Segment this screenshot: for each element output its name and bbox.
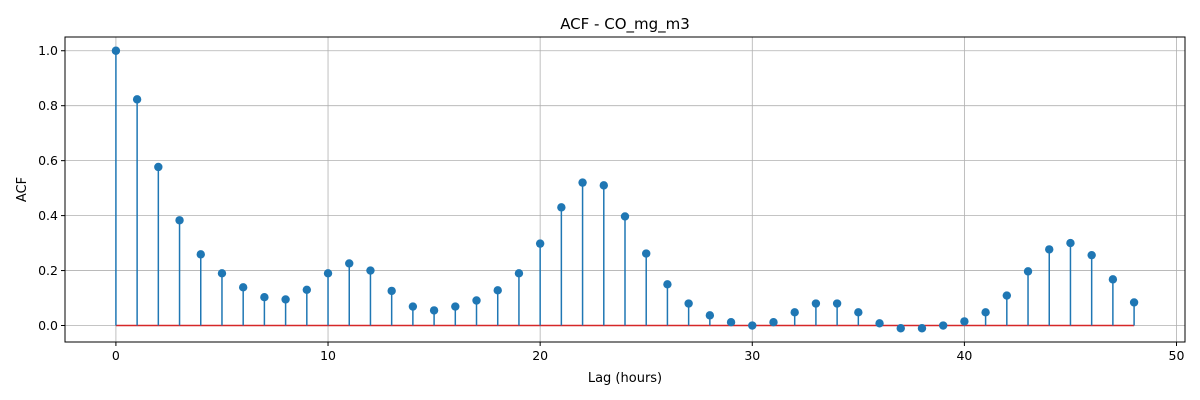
stem-marker (832, 299, 842, 308)
stem-marker (238, 283, 248, 292)
y-axis-label: ACF (15, 177, 30, 202)
stem-marker (281, 295, 290, 304)
stem-marker (366, 266, 375, 275)
stem-marker (111, 46, 121, 55)
stem-marker (451, 302, 460, 311)
stem-marker (684, 299, 693, 308)
stem-marker (1129, 298, 1139, 307)
stem-marker (472, 296, 481, 305)
stem-marker (748, 321, 757, 330)
x-tick-label: 50 (1169, 348, 1185, 363)
y-tick-label: 0.2 (38, 263, 58, 278)
stem-marker (323, 269, 333, 278)
stem-marker (981, 308, 990, 317)
stem-marker (599, 181, 608, 190)
x-tick-label: 20 (532, 348, 548, 363)
stem-marker (175, 216, 184, 225)
stem-marker (1087, 250, 1096, 260)
x-tick-label: 10 (320, 348, 336, 363)
stem-marker (917, 324, 927, 333)
stem-marker (1045, 245, 1054, 254)
stem-marker (578, 178, 587, 187)
stem-marker (429, 306, 439, 315)
stem-marker (1066, 238, 1075, 248)
stem-marker (1108, 275, 1118, 284)
stem-marker (408, 302, 418, 311)
x-axis-label: Lag (hours) (588, 371, 662, 386)
x-tick-label: 30 (744, 348, 760, 363)
stem-marker (854, 308, 863, 317)
stem-marker (260, 293, 269, 302)
stem-marker (345, 259, 354, 268)
stem-marker (493, 286, 502, 295)
stem-marker (302, 285, 312, 294)
stem-marker (875, 319, 884, 328)
stem-marker (557, 203, 566, 212)
stem-marker (132, 95, 142, 104)
plot-frame (64, 36, 1186, 343)
stem-marker (387, 286, 396, 296)
stem-marker (790, 308, 799, 317)
y-tick-label: 0.4 (38, 208, 58, 223)
stem-marker (1023, 267, 1033, 276)
stem-marker (938, 321, 948, 330)
y-tick-label: 0.0 (38, 318, 58, 333)
stem-marker (196, 250, 205, 259)
chart-title: ACF - CO_mg_m3 (560, 15, 690, 34)
stem-marker (960, 317, 969, 326)
y-tick-label: 0.6 (38, 153, 58, 168)
y-axis-ticks: 0.0 0.2 0.4 0.6 0.8 1.0 (38, 43, 65, 333)
stem-marker (769, 318, 778, 327)
stem-marker (896, 324, 905, 333)
stem-marker (217, 269, 227, 278)
stem-marker (620, 212, 630, 221)
stem-marker (1002, 291, 1012, 300)
stem-marker (663, 280, 672, 289)
stem-series (111, 46, 1139, 333)
x-axis-ticks: 0 10 20 30 40 50 (112, 342, 1185, 363)
stem-marker (154, 162, 163, 172)
x-tick-label: 40 (956, 348, 972, 363)
x-tick-label: 0 (112, 348, 120, 363)
stem-marker (705, 311, 715, 320)
stem-marker (514, 269, 524, 278)
stem-marker (726, 318, 736, 327)
stem-marker (642, 249, 651, 258)
y-tick-label: 1.0 (38, 43, 58, 58)
stem-marker (535, 239, 545, 248)
stem-marker (811, 299, 821, 308)
y-tick-label: 0.8 (38, 98, 58, 113)
